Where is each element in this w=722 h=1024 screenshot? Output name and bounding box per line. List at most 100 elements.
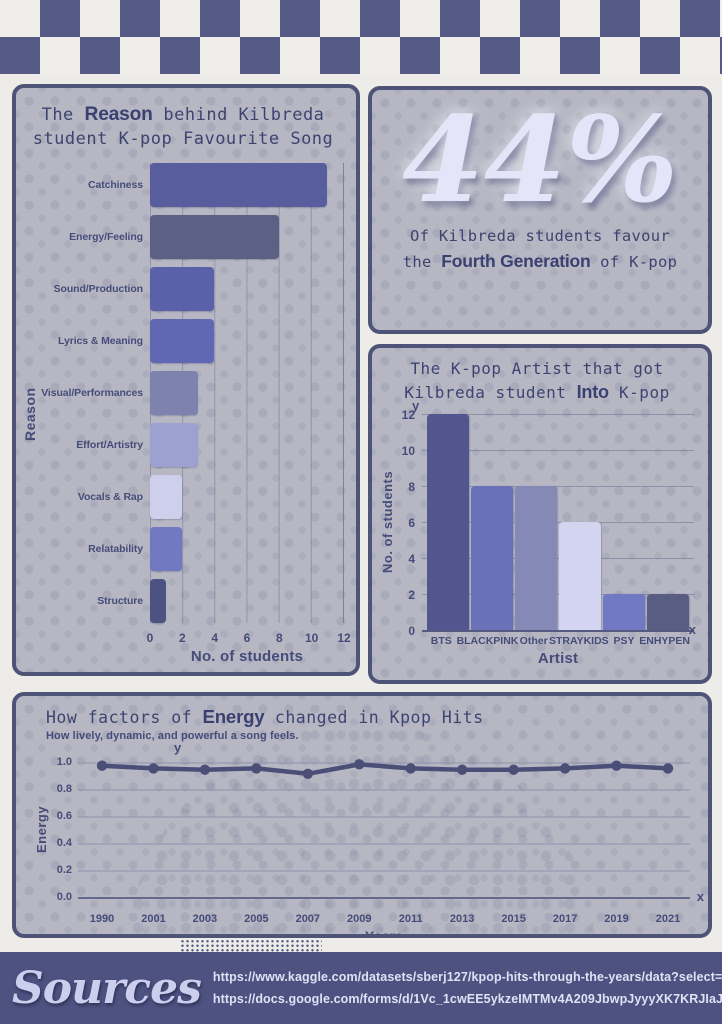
- artist-ytick-label: 0: [408, 623, 415, 638]
- energy-plot: y x 1990 2001 2003 2005 2007 2009 2011 2013 2015…: [78, 740, 704, 934]
- energy-point: [302, 768, 314, 780]
- artist-category-label: PSY: [613, 634, 635, 647]
- reason-category-label: Vocals & Rap: [77, 490, 143, 503]
- reason-plot-wrap: 0 2 4 6 8 10 12 No. of students: [146, 162, 351, 665]
- artist-ytick-label: 2: [408, 588, 415, 602]
- reason-panel: The Reason behind Kilbreda student K-pop…: [12, 84, 360, 676]
- energy-ytick-label: 0.2: [56, 864, 72, 877]
- reason-category-label: Sound/Production: [53, 282, 143, 295]
- artist-category-label: STRAYKIDS: [548, 634, 609, 647]
- artist-plot-wrap: x BTS BLACKPINK Other STRAYKIDS PSY ENHYPEN A…: [422, 413, 696, 667]
- energy-title-highlight: Energy: [202, 706, 265, 727]
- artist-ytick-label: 4: [408, 552, 415, 566]
- energy-title-suffix: changed in Kpop Hits: [264, 708, 484, 727]
- energy-chart: Energy 0.0 0.2 0.4 0.6 0.8 1.0 y x 1990 2001 20…: [34, 740, 704, 934]
- checkerboard-banner: [0, 0, 722, 74]
- artist-ytick-label: 6: [408, 515, 415, 530]
- artist-bar: [427, 413, 469, 630]
- reason-bar: [150, 578, 167, 623]
- energy-xtick-label: 2005: [244, 913, 269, 926]
- reason-title-suffix: behind Kilbreda student K-pop Favourite …: [32, 105, 334, 149]
- reason-category-label: Visual/Performances: [41, 386, 143, 399]
- reason-bar: [150, 162, 327, 207]
- energy-y-axis-label: Energy: [34, 805, 49, 853]
- stat-panel: 44% Of Kilbreda students favour the Four…: [368, 86, 712, 334]
- energy-header: How factors of Energy changed in Kpop Hi…: [46, 704, 690, 742]
- artist-title-suffix: K-pop: [608, 382, 670, 402]
- reason-y-axis-label: Reason: [22, 387, 38, 441]
- stat-caption: Of Kilbreda students favour the Fourth G…: [386, 224, 694, 275]
- source-url-google-form[interactable]: https://docs.google.com/forms/d/1Vc_1cwE…: [212, 992, 722, 1006]
- artist-category-label: ENHYPEN: [639, 634, 691, 647]
- artist-x-axis-label: Artist: [537, 649, 579, 667]
- artist-bar-slot: [426, 413, 470, 630]
- reason-xtick-label: 0: [146, 630, 154, 645]
- energy-xtick-label: 2021: [655, 913, 681, 926]
- artist-ytick-col: y 0 2 4 6 8 10 12: [396, 398, 422, 638]
- energy-point: [405, 763, 416, 774]
- artist-bar-slot: [602, 414, 646, 630]
- artist-y-axis-label: No. of students: [380, 470, 395, 574]
- artist-category-label: Other: [519, 634, 548, 647]
- artist-ytick-label: 10: [401, 443, 415, 458]
- energy-point: [456, 764, 468, 776]
- energy-ytick-label: 0.0: [56, 891, 72, 904]
- energy-point: [148, 763, 159, 774]
- reason-xtick-label: 2: [178, 630, 186, 645]
- energy-x-axis-label: Years: [364, 928, 404, 938]
- energy-title: How factors of Energy changed in Kpop Hi…: [46, 704, 690, 729]
- reason-title: The Reason behind Kilbreda student K-pop…: [27, 102, 339, 151]
- stat-value: 44%: [401, 90, 679, 229]
- reason-xtick-label: 6: [243, 630, 251, 645]
- energy-xtick-label: 2013: [449, 913, 475, 926]
- artist-title-prefix: The K-pop Artist that got Kilbreda stude…: [404, 359, 664, 402]
- artist-chart: No. of students y 0 2 4 6 8 10 12 x BTS BLACKPI…: [380, 398, 696, 667]
- reason-category-label: Lyrics & Meaning: [58, 334, 143, 347]
- artist-xlabel-slot: Other: [518, 635, 549, 647]
- energy-ytick-label: 0.6: [56, 810, 72, 823]
- artist-bar: [647, 594, 689, 630]
- energy-ytick-label: 0.4: [56, 837, 72, 850]
- reason-xtick-label: 12: [337, 630, 351, 645]
- energy-xtick-label: 2007: [295, 913, 321, 926]
- artist-category-label: BTS: [430, 634, 452, 647]
- artist-xlabels: BTS BLACKPINK Other STRAYKIDS PSY ENHYPEN: [422, 635, 694, 647]
- energy-title-prefix: How factors of: [46, 708, 203, 727]
- reason-bar: [150, 474, 183, 519]
- artist-bar-slot: [646, 414, 690, 630]
- artist-title: The K-pop Artist that got Kilbreda stude…: [392, 358, 682, 404]
- reason-chart: Reason Catchiness Energy/Feeling Sound/Pro…: [22, 162, 351, 665]
- stat-caption-highlight: Fourth Generation: [441, 250, 591, 271]
- artist-bar: [471, 486, 513, 630]
- energy-point: [354, 759, 365, 770]
- reason-category-label: Energy/Feeling: [69, 230, 143, 243]
- artist-title-highlight: Into: [576, 381, 610, 402]
- reason-category-label: Catchiness: [87, 178, 143, 191]
- stat-caption-line2-suffix: of K-pop: [590, 252, 678, 271]
- energy-xlabels: 1990 2001 2003 2005 2007 2009 2011 2013 2015 2017…: [78, 913, 690, 927]
- artist-xlabel-slot: ENHYPEN: [639, 635, 690, 647]
- energy-panel: How factors of Energy changed in Kpop Hi…: [12, 692, 712, 938]
- reason-category-label: Structure: [97, 594, 143, 607]
- reason-xtick-label: 8: [275, 630, 283, 645]
- energy-xtick-label: 2003: [192, 913, 218, 926]
- artist-plot: x: [422, 413, 696, 637]
- reason-plot: [150, 162, 344, 623]
- artist-panel: The K-pop Artist that got Kilbreda stude…: [368, 344, 712, 684]
- energy-ytick-col: 0.0 0.2 0.4 0.6 0.8 1.0: [49, 748, 78, 908]
- artist-ytick-label: 8: [408, 480, 415, 494]
- reason-bar: [150, 214, 279, 259]
- energy-ytick-label: 1.0: [56, 756, 72, 769]
- energy-point: [508, 764, 519, 776]
- reason-bar: [150, 422, 199, 467]
- reason-xticks: 0 2 4 6 8 10 12: [146, 630, 351, 646]
- source-url-kaggle[interactable]: https://www.kaggle.com/datasets/sberj127…: [212, 969, 722, 984]
- artist-xlabel-slot: BTS: [426, 635, 457, 647]
- artist-xlabel-slot: BLACKPINK: [457, 635, 519, 647]
- energy-point: [611, 760, 622, 772]
- energy-y-axis-marker: y: [174, 740, 182, 756]
- energy-x-axis-marker: x: [696, 889, 704, 905]
- energy-point: [251, 763, 262, 774]
- reason-category-label: Relatability: [88, 542, 143, 555]
